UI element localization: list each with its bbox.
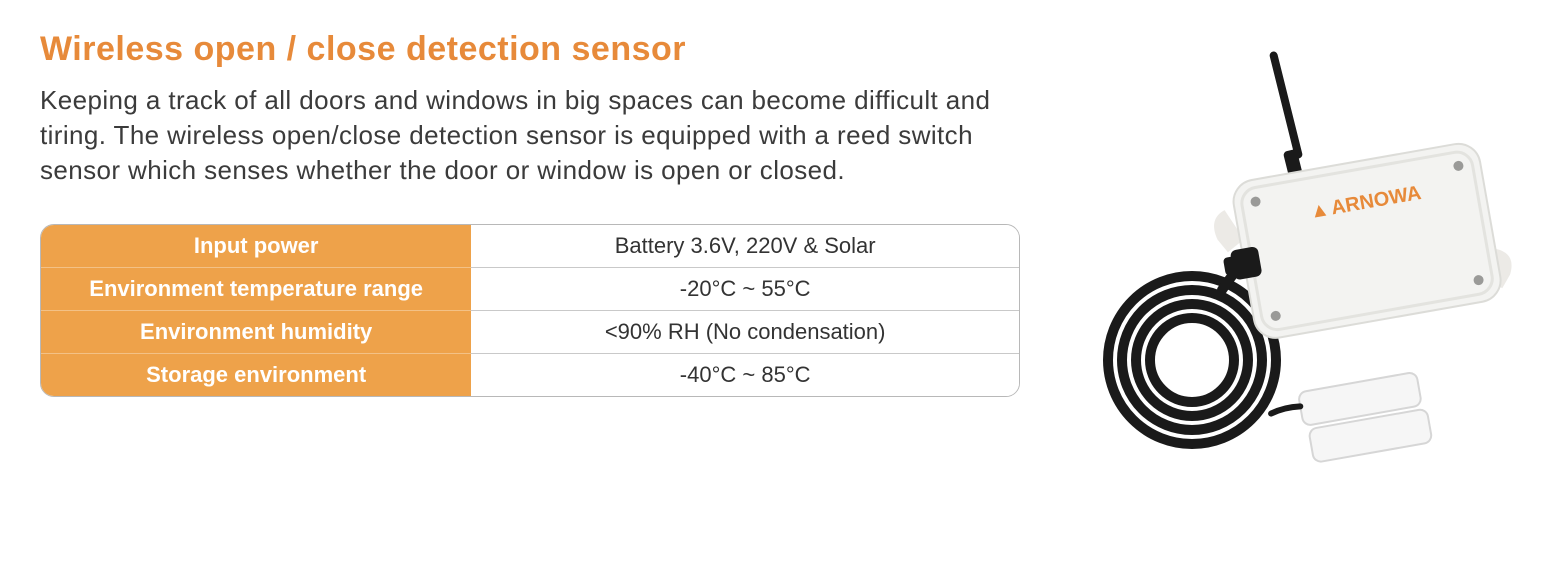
spec-value: -20°C ~ 55°C — [471, 268, 1019, 311]
spec-label: Storage environment — [41, 354, 471, 396]
sensor-enclosure-icon: ▲ARNOWA — [1207, 138, 1512, 345]
spec-label: Environment temperature range — [41, 268, 471, 311]
content-column: Wireless open / close detection sensor K… — [40, 30, 1022, 397]
magnet-contact-icon — [1268, 371, 1432, 469]
spec-value: <90% RH (No condensation) — [471, 311, 1019, 354]
product-image: ▲ARNOWA — [1072, 40, 1512, 470]
spec-value: -40°C ~ 85°C — [471, 354, 1019, 396]
description-text: Keeping a track of all doors and windows… — [40, 83, 1022, 188]
page-title: Wireless open / close detection sensor — [40, 30, 1022, 69]
spec-value: Battery 3.6V, 220V & Solar — [471, 225, 1019, 268]
table-row: Environment temperature range -20°C ~ 55… — [41, 268, 1019, 311]
spec-label: Environment humidity — [41, 311, 471, 354]
spec-table: Input power Battery 3.6V, 220V & Solar E… — [40, 224, 1020, 397]
table-row: Input power Battery 3.6V, 220V & Solar — [41, 225, 1019, 268]
antenna-icon — [1269, 51, 1303, 180]
spec-label: Input power — [41, 225, 471, 268]
table-row: Environment humidity <90% RH (No condens… — [41, 311, 1019, 354]
product-image-column: ▲ARNOWA — [1062, 30, 1522, 470]
table-row: Storage environment -40°C ~ 85°C — [41, 354, 1019, 396]
